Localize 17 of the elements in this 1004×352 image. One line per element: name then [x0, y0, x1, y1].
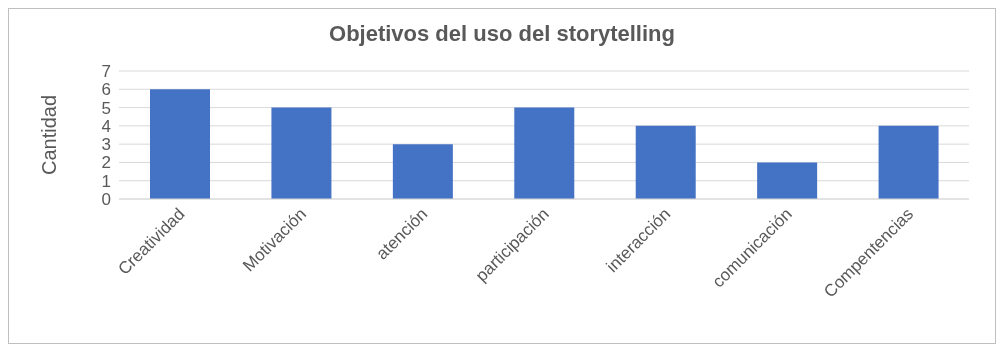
- bar: [514, 107, 575, 199]
- bar: [757, 162, 818, 199]
- y-axis-title: Cantidad: [38, 94, 61, 175]
- y-tick-label: 3: [101, 135, 111, 155]
- y-tick-label: 6: [101, 80, 111, 100]
- y-tick-label: 4: [101, 116, 111, 136]
- bar: [271, 107, 332, 199]
- bar: [635, 125, 696, 199]
- bar: [878, 125, 939, 199]
- y-tick-label: 0: [101, 190, 111, 210]
- bar: [150, 89, 210, 199]
- bar: [392, 144, 453, 199]
- y-tick-label: 7: [101, 62, 111, 82]
- y-tick-label: 2: [101, 153, 111, 173]
- chart-title: Objetivos del uso del storytelling: [328, 21, 676, 48]
- y-tick-label: 5: [101, 98, 111, 118]
- y-tick-label: 1: [101, 171, 111, 191]
